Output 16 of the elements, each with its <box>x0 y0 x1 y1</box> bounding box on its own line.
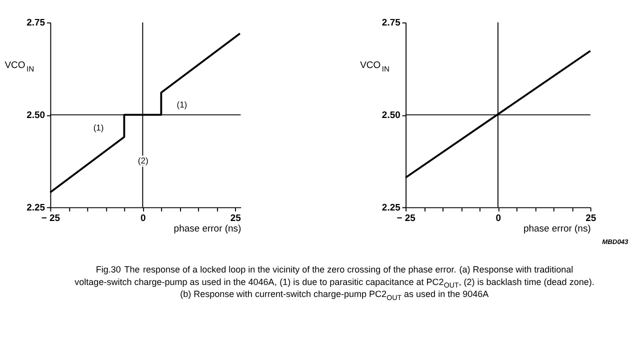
x-tick-label: − 25 <box>41 212 60 224</box>
x-tick-label: − 25 <box>396 212 416 224</box>
y-tick-label: 2.50 <box>382 110 400 122</box>
x-axis-title: phase error (ns) <box>174 223 242 234</box>
y-tick-label: 2.75 <box>382 18 400 29</box>
y-tick-label: 2.25 <box>26 202 46 214</box>
x-tick-label: 25 <box>586 212 596 224</box>
annotation: (1) <box>93 122 104 132</box>
x-tick-label: 25 <box>230 212 241 224</box>
x-tick-label: 0 <box>140 212 146 224</box>
y-tick-label: 2.75 <box>26 18 46 29</box>
x-axis-title: phase error (ns) <box>523 223 591 234</box>
annotation: (1) <box>176 100 188 110</box>
y-tick-label: 2.25 <box>382 202 400 214</box>
x-tick-label: 0 <box>496 212 502 224</box>
y-tick-label: 2.50 <box>26 110 46 122</box>
